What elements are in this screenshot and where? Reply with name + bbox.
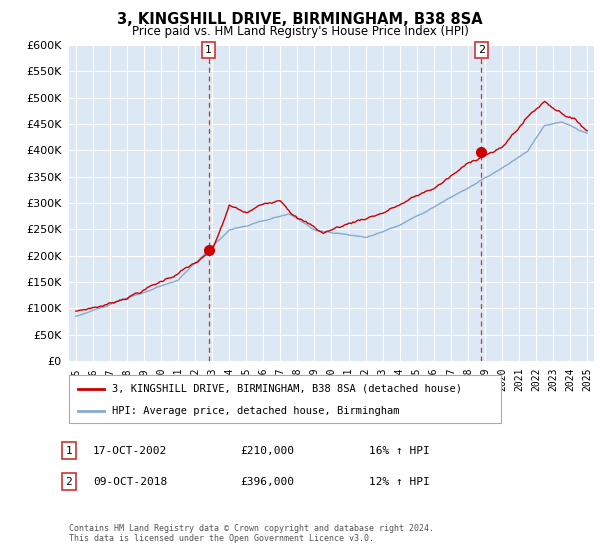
Text: 17-OCT-2002: 17-OCT-2002 [93, 446, 167, 456]
Text: Price paid vs. HM Land Registry's House Price Index (HPI): Price paid vs. HM Land Registry's House … [131, 25, 469, 38]
Text: 09-OCT-2018: 09-OCT-2018 [93, 477, 167, 487]
Text: 1: 1 [65, 446, 73, 456]
Text: £210,000: £210,000 [240, 446, 294, 456]
Text: 12% ↑ HPI: 12% ↑ HPI [369, 477, 430, 487]
Text: 3, KINGSHILL DRIVE, BIRMINGHAM, B38 8SA: 3, KINGSHILL DRIVE, BIRMINGHAM, B38 8SA [117, 12, 483, 27]
Text: 2: 2 [478, 45, 485, 55]
Text: £396,000: £396,000 [240, 477, 294, 487]
Text: 2: 2 [65, 477, 73, 487]
Text: Contains HM Land Registry data © Crown copyright and database right 2024.
This d: Contains HM Land Registry data © Crown c… [69, 524, 434, 543]
Text: 3, KINGSHILL DRIVE, BIRMINGHAM, B38 8SA (detached house): 3, KINGSHILL DRIVE, BIRMINGHAM, B38 8SA … [112, 384, 462, 394]
Text: 1: 1 [205, 45, 212, 55]
Text: HPI: Average price, detached house, Birmingham: HPI: Average price, detached house, Birm… [112, 406, 400, 416]
FancyBboxPatch shape [69, 375, 501, 423]
Text: 16% ↑ HPI: 16% ↑ HPI [369, 446, 430, 456]
